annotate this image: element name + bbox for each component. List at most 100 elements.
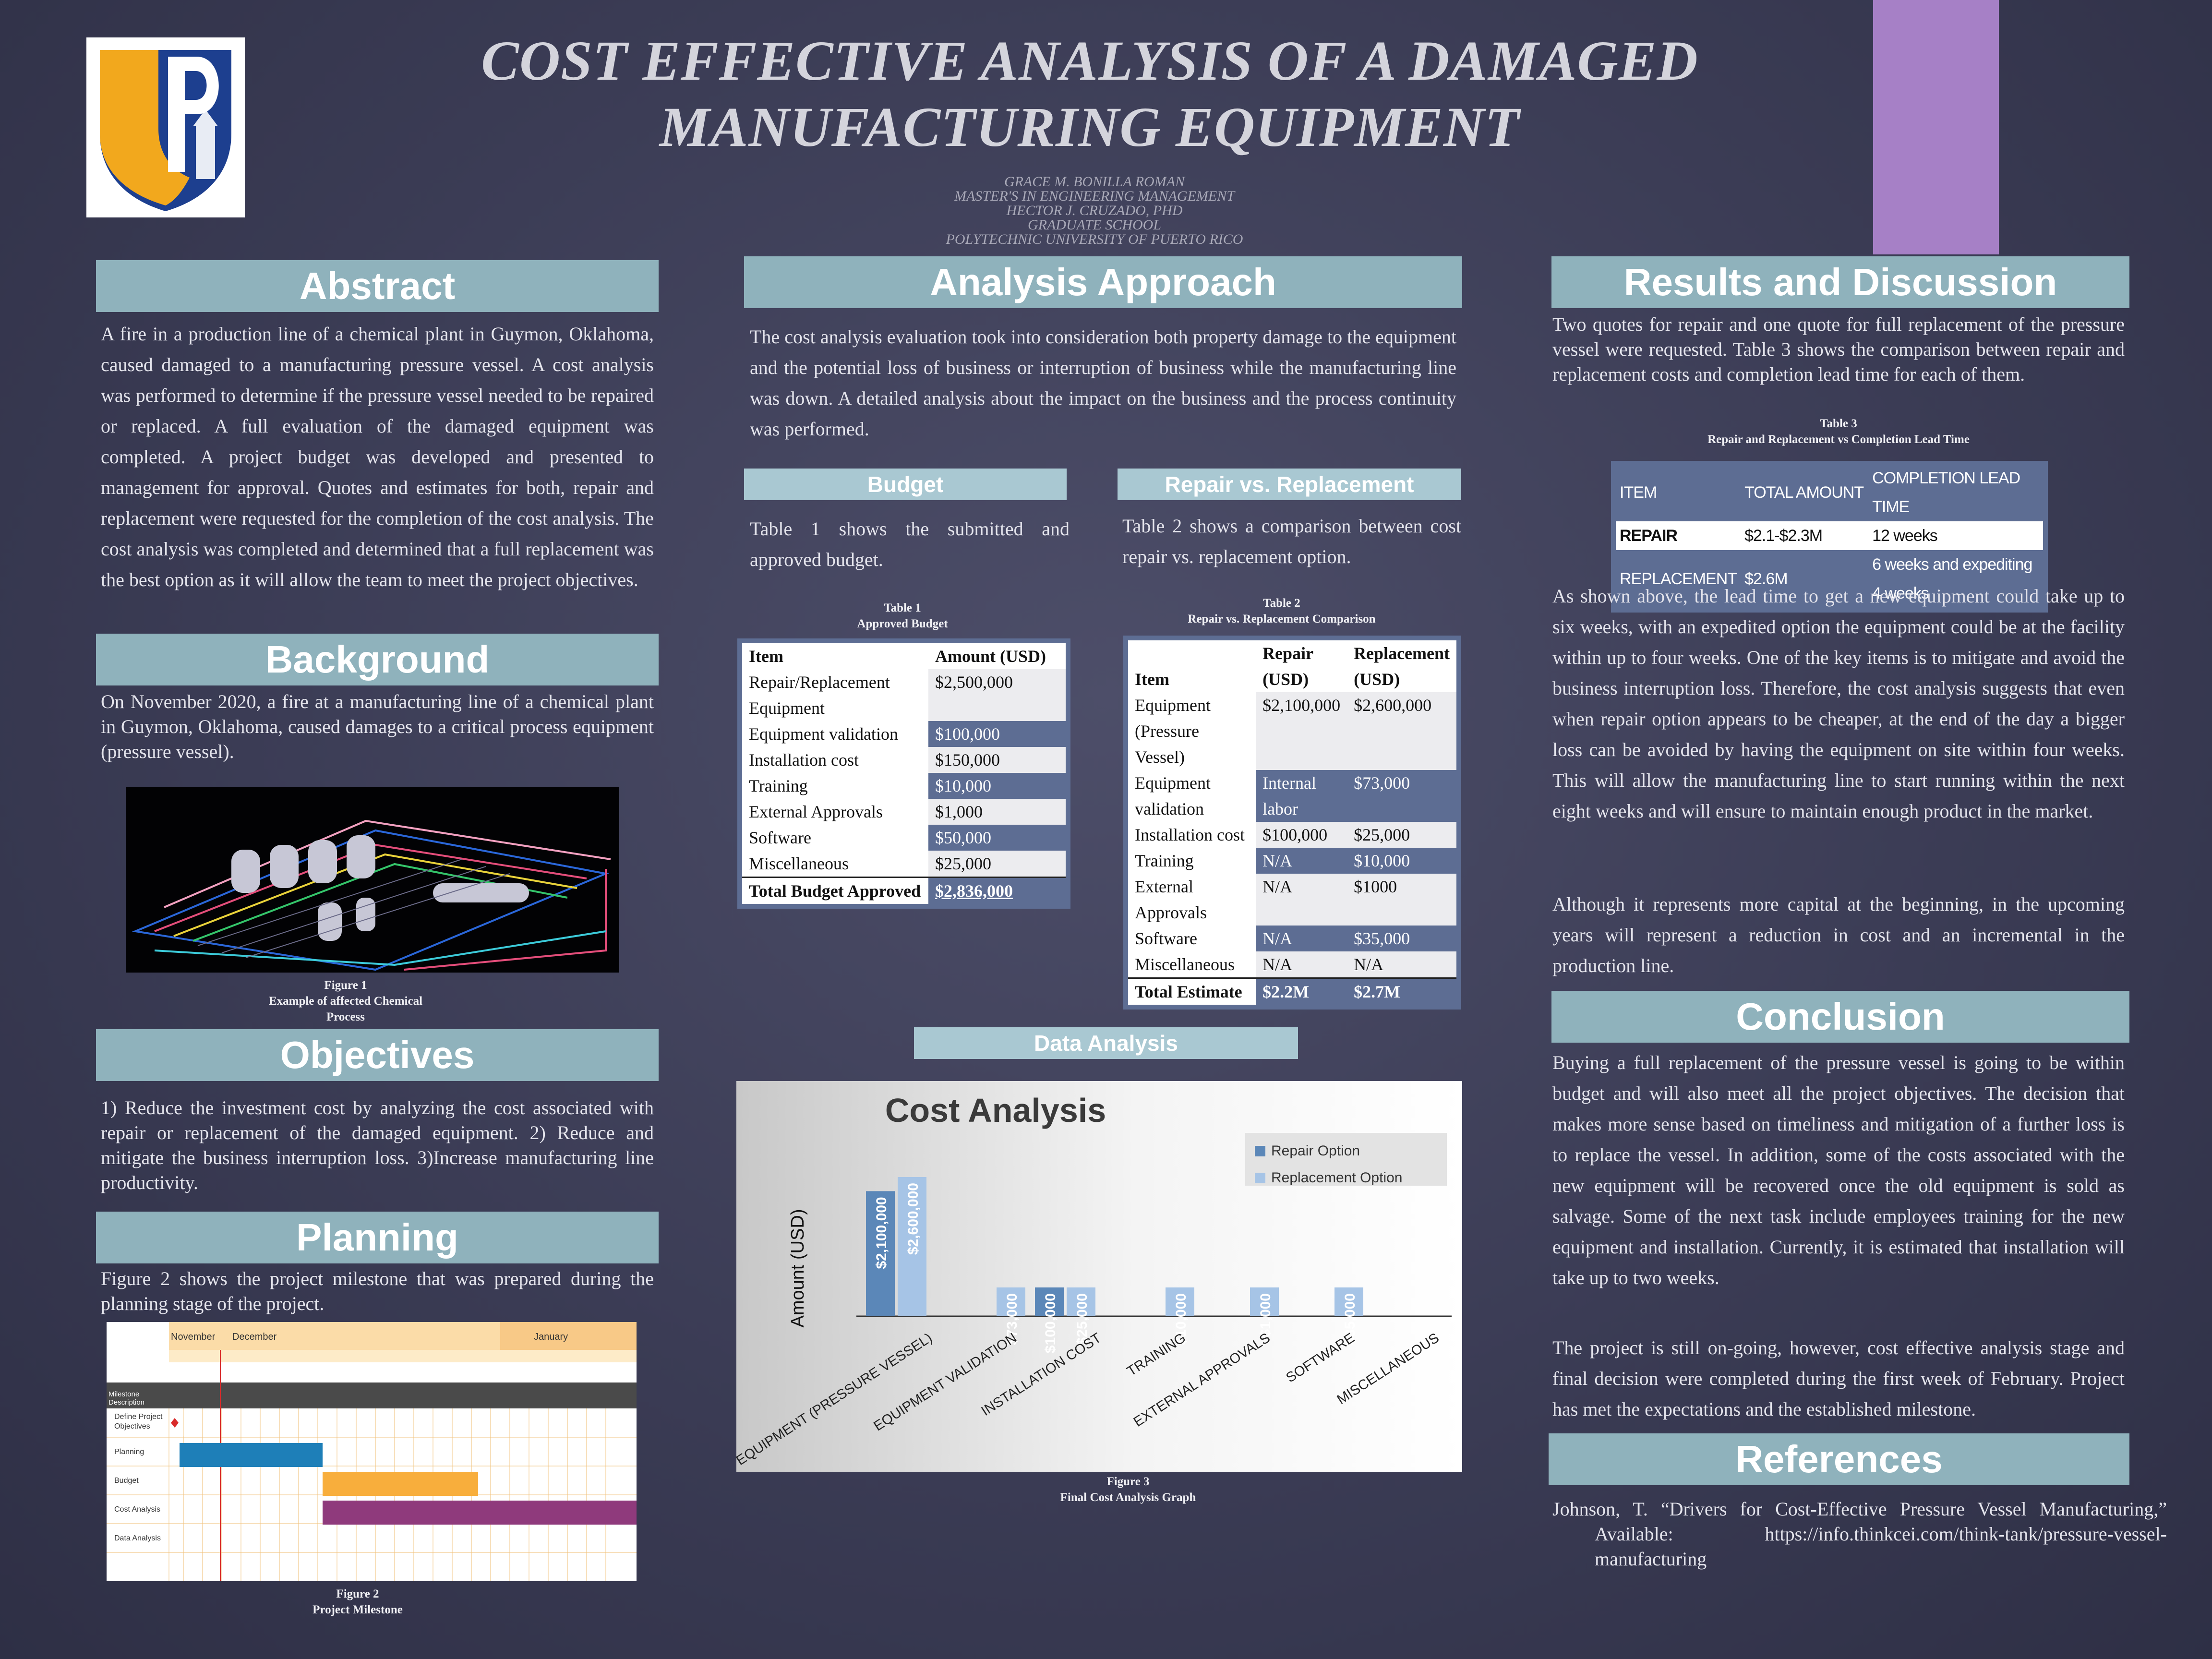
chart-bar-replacement-option: [997, 1287, 1025, 1316]
table-1-title: Approved Budget: [857, 617, 948, 630]
table-row: Repair/Replacement Equipment $2,500,000: [742, 669, 1066, 721]
column-header-replacement: Replacement (USD): [1347, 640, 1456, 692]
column-header-total-amount: TOTAL AMOUNT: [1744, 483, 1864, 502]
chart-category-label: TRAINING: [1124, 1330, 1189, 1379]
budget-amount: $100,000: [928, 721, 1066, 747]
budget-total-value: $2,836,000: [935, 881, 1013, 901]
column-header-item: Item: [742, 643, 928, 669]
table-row: Equipment (Pressure Vessel) $2,100,000 $…: [1128, 692, 1456, 770]
chart-bar-replacement-option: [1250, 1287, 1279, 1316]
gantt-month-december: December: [232, 1332, 277, 1342]
replacement-cost: $25,000: [1347, 822, 1456, 848]
gantt-month-november: November: [171, 1332, 216, 1342]
chart-bar-replacement-option: [1067, 1287, 1095, 1316]
figure-1-title-line1: Example of affected Chemical: [268, 995, 423, 1008]
chart-category-label: EQUIPMENT VALIDATION: [871, 1330, 1019, 1434]
chart-legend-box: [1245, 1133, 1447, 1186]
chart-legend-label: Replacement Option: [1271, 1170, 1403, 1186]
figure-3-title: Final Cost Analysis Graph: [1060, 1491, 1196, 1504]
table-row: Software N/A $35,000: [1128, 926, 1456, 951]
repair-cost: N/A: [1256, 951, 1347, 978]
chart-data-label: $25,000: [1074, 1293, 1090, 1345]
table-row: Installation cost $100,000 $25,000: [1128, 822, 1456, 848]
project-milestone-gantt: November December January Milestone Desc…: [107, 1322, 637, 1581]
table-row: Training $10,000: [742, 773, 1066, 799]
chart-data-label: $35,000: [1342, 1293, 1358, 1345]
chart-data-label: $10,000: [1173, 1293, 1189, 1345]
chart-bar-replacement-option: [898, 1177, 926, 1316]
chart-data-label: $100,000: [1043, 1293, 1058, 1353]
gantt-month-january: January: [534, 1332, 568, 1342]
table-3-title: Repair and Replacement vs Completion Lea…: [1707, 433, 1970, 446]
references-heading: References: [1549, 1433, 2129, 1485]
poster-title: COST EFFECTIVE ANALYSIS OF A DAMAGED MAN…: [481, 29, 1698, 158]
budget-amount: $150,000: [928, 747, 1066, 773]
background-text: On November 2020, a fire at a manufactur…: [101, 691, 654, 762]
replacement-cost: N/A: [1347, 951, 1456, 978]
table-3-caption: Table 3 Repair and Replacement vs Comple…: [1680, 416, 1997, 447]
university-name: POLYTECHNIC UNIVERSITY OF PUERTO RICO: [946, 231, 1243, 247]
gantt-row-planning: Planning: [114, 1448, 144, 1456]
table-header-row: ITEM TOTAL AMOUNT COMPLETION LEAD TIME: [1616, 464, 2043, 521]
background-heading: Background: [96, 634, 659, 685]
table-row: External Approvals $1,000: [742, 799, 1066, 825]
chart-data-label: $2,100,000: [874, 1197, 890, 1269]
budget-item: External Approvals: [742, 799, 928, 825]
objectives-text: 1) Reduce the investment cost by analyzi…: [101, 1097, 654, 1193]
gantt-row-define-objectives: Define Project Objectives: [114, 1413, 163, 1431]
university-logo: [86, 37, 245, 217]
comparison-item: External Approvals: [1128, 874, 1256, 926]
figure-3-caption: Figure 3 Final Cost Analysis Graph: [1008, 1474, 1248, 1505]
table-row: Miscellaneous N/A N/A: [1128, 951, 1456, 978]
results-heading: Results and Discussion: [1551, 256, 2129, 308]
column-header-lead-time: COMPLETION LEAD TIME: [1872, 469, 2020, 516]
conclusion-heading: Conclusion: [1551, 991, 2129, 1043]
table-total-row: Total Estimate $2.2M $2.7M: [1128, 977, 1456, 1005]
cost-analysis-chart: Cost Analysis Amount (USD) $2,100,000 $2,60…: [733, 1081, 1462, 1472]
repair-cost: Internal labor: [1256, 770, 1347, 822]
table-row: Miscellaneous $25,000: [742, 851, 1066, 878]
table-header-row: Item Repair (USD) Replacement (USD): [1128, 640, 1456, 692]
table-2-title: Repair vs. Replacement Comparison: [1188, 613, 1376, 625]
results-summary-text: Although it represents more capital at t…: [1552, 893, 2125, 976]
figure-3-label: Figure 3: [1106, 1475, 1150, 1488]
comparison-item: Equipment (Pressure Vessel): [1128, 692, 1256, 770]
comparison-item: Software: [1128, 926, 1256, 951]
approved-budget-table: Item Amount (USD) Repair/Replacement Equ…: [737, 638, 1070, 909]
repair-cost: N/A: [1256, 874, 1347, 926]
budget-item: Miscellaneous: [742, 851, 928, 878]
budget-item: Repair/Replacement Equipment: [742, 669, 928, 721]
author-program: MASTER'S IN ENGINEERING MANAGEMENT: [954, 188, 1235, 204]
column-header-item: ITEM: [1620, 483, 1657, 502]
table-2-caption: Table 2 Repair vs. Replacement Compariso…: [1162, 595, 1402, 627]
chart-data-label: $73,000: [1004, 1293, 1020, 1345]
lead-time-value: 12 weeks: [1868, 521, 2043, 550]
reference-entry: Johnson, T. “Drivers for Cost-Effective …: [1552, 1498, 2167, 1570]
table-1-caption: Table 1 Approved Budget: [782, 600, 1022, 632]
author-name: GRACE M. BONILLA ROMAN: [1004, 174, 1185, 190]
budget-amount: $1,000: [928, 799, 1066, 825]
figure-2-caption: Figure 2 Project Milestone: [250, 1586, 466, 1618]
replacement-cost: $73,000: [1347, 770, 1456, 822]
budget-amount: $2,500,000: [928, 669, 1066, 721]
budget-item: Training: [742, 773, 928, 799]
chart-category-label: SOFTWARE: [1283, 1330, 1357, 1386]
analysis-approach-heading: Analysis Approach: [744, 256, 1462, 308]
column-header-item: Item: [1128, 640, 1256, 692]
gantt-column-header: Milestone Description: [108, 1390, 145, 1407]
figure-2-label: Figure 2: [336, 1587, 379, 1600]
author-block: GRACE M. BONILLA ROMAN MASTER'S IN ENGIN…: [720, 175, 1469, 247]
conclusion-status-text: The project is still on-going, however, …: [1552, 1337, 2125, 1420]
replacement-cost: $2,600,000: [1347, 692, 1456, 770]
table-row: REPAIR $2.1-$2.3M 12 weeks: [1616, 521, 2043, 550]
repair-cost: N/A: [1256, 848, 1347, 874]
chart-bar-repair-option: [866, 1191, 895, 1316]
lead-time-amount: $2.1-$2.3M: [1741, 521, 1869, 550]
comparison-item: Training: [1128, 848, 1256, 874]
table-3-label: Table 3: [1820, 417, 1857, 430]
budget-total-label: Total Budget Approved: [742, 877, 928, 904]
replacement-cost: $10,000: [1347, 848, 1456, 874]
budget-amount: $50,000: [928, 825, 1066, 851]
chart-legend-label: Repair Option: [1271, 1143, 1360, 1159]
gantt-row-budget: Budget: [114, 1477, 139, 1485]
